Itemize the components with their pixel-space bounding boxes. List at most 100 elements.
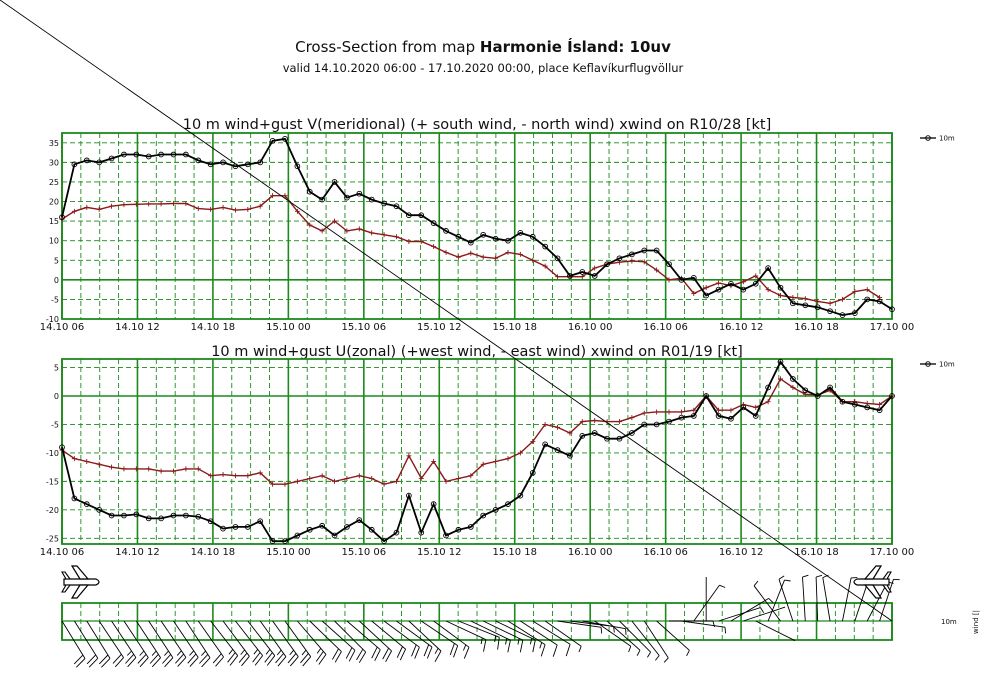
plane-wing xyxy=(863,565,883,599)
wind-barb-feather xyxy=(519,640,524,653)
wind-barb-staff xyxy=(433,620,470,648)
data-point-gust xyxy=(480,231,487,238)
data-point-gust xyxy=(96,506,103,513)
airplane-right-icon xyxy=(853,565,892,599)
wind-barb-feather xyxy=(497,637,500,650)
data-point-gust xyxy=(876,407,883,414)
data-point-gust xyxy=(864,296,871,303)
data-point-mean xyxy=(567,430,573,436)
data-point-gust xyxy=(579,432,586,439)
wind-barb-feather xyxy=(483,639,487,652)
wind-barb-feather xyxy=(434,648,439,654)
wind-barb-feather xyxy=(396,646,403,658)
data-point-gust xyxy=(83,157,90,164)
barb-axis-label: wind [| xyxy=(972,610,980,634)
wind-barb-feather xyxy=(784,579,791,582)
data-point-gust xyxy=(678,276,685,283)
data-point-mean xyxy=(765,287,771,293)
data-point-gust xyxy=(728,415,734,422)
data-point-mean xyxy=(443,478,449,484)
data-point-gust xyxy=(480,512,487,519)
wind-barb-feather xyxy=(240,649,245,655)
x-tick-label: 16.10 18 xyxy=(794,322,839,333)
wind-barb-feather xyxy=(318,654,327,665)
data-point-gust xyxy=(220,159,226,166)
data-point-mean xyxy=(344,228,350,234)
data-point-gust xyxy=(418,529,425,536)
data-point-mean xyxy=(431,458,437,464)
y-tick-label: -10 xyxy=(46,315,59,324)
y-tick-label: 25 xyxy=(49,178,59,187)
wind-barb-staff xyxy=(606,620,641,651)
wind-barb-feather xyxy=(289,656,299,667)
data-point-mean xyxy=(579,274,585,280)
wind-barb-staff xyxy=(396,620,433,648)
data-point-gust xyxy=(765,384,771,391)
wind-barb-staff xyxy=(582,620,626,630)
data-point-mean xyxy=(555,424,561,430)
data-point-mean xyxy=(790,384,796,390)
data-point-gust xyxy=(319,196,325,203)
data-point-gust xyxy=(207,518,214,525)
data-point-mean xyxy=(431,244,437,250)
wind-barb-staff xyxy=(334,620,367,653)
y-tick-label: 5 xyxy=(54,364,59,373)
wind-barb-feather xyxy=(686,650,690,657)
data-point-gust xyxy=(418,212,425,219)
y-tick-label: -20 xyxy=(46,506,59,515)
wind-barb-staff xyxy=(822,577,831,622)
airplane-left-icon xyxy=(61,565,100,599)
wind-barb-feather xyxy=(164,650,169,656)
page-title: Cross-Section from map Harmonie Ísland: … xyxy=(0,38,966,56)
data-point-gust xyxy=(183,151,189,158)
wind-barb-feather xyxy=(215,656,224,667)
wind-barb-staff xyxy=(135,620,161,658)
data-point-mean xyxy=(468,250,474,256)
wind-barb-feather xyxy=(815,574,823,578)
data-point-mean xyxy=(517,251,523,257)
wind-barb-staff xyxy=(160,620,187,658)
data-point-mean xyxy=(133,201,139,207)
data-point-gust xyxy=(331,179,338,185)
data-point-gust xyxy=(319,522,325,529)
wind-barb-staff xyxy=(61,620,86,659)
data-point-gust xyxy=(492,506,499,513)
wind-barb-feather xyxy=(724,627,727,634)
y-tick-label: 0 xyxy=(54,276,59,285)
wind-barb-feather xyxy=(315,651,324,662)
x-tick-label: 15.10 00 xyxy=(266,547,311,558)
data-point-mean xyxy=(740,279,746,285)
x-tick-label: 15.10 18 xyxy=(492,547,537,558)
wind-barb-feather xyxy=(636,649,641,656)
data-point-mean xyxy=(109,464,115,470)
wind-barb-staff xyxy=(507,620,546,645)
data-point-mean xyxy=(270,481,276,487)
data-point-mean xyxy=(678,409,684,415)
panel-title: 10 m wind+gust U(zonal) (+west wind, - e… xyxy=(211,344,743,360)
data-point-mean xyxy=(369,230,375,236)
data-point-gust xyxy=(889,393,895,399)
data-point-mean xyxy=(654,267,660,273)
data-point-gust xyxy=(666,418,672,425)
data-point-mean xyxy=(455,254,461,260)
data-point-mean xyxy=(641,259,647,265)
data-point-gust xyxy=(666,261,672,268)
data-point-gust xyxy=(653,421,660,428)
data-point-mean xyxy=(480,461,486,467)
data-point-mean xyxy=(96,206,102,212)
y-tick-label: 15 xyxy=(49,217,59,226)
data-point-mean xyxy=(158,468,164,474)
wind-barb-feather xyxy=(201,650,206,656)
data-point-mean xyxy=(369,476,375,482)
wind-barb-staff xyxy=(173,620,199,658)
x-tick-label: 15.10 18 xyxy=(492,322,537,333)
series-line-mean xyxy=(61,377,893,485)
y-tick-label: -25 xyxy=(46,534,59,543)
wind-barb-feather xyxy=(287,653,297,664)
page-subtitle: valid 14.10.2020 06:00 - 17.10.2020 00:0… xyxy=(282,61,684,75)
data-point-mean xyxy=(790,294,796,300)
y-tick-label: 5 xyxy=(54,256,59,265)
data-point-mean xyxy=(133,466,139,472)
wind-barb-staff xyxy=(815,576,819,622)
